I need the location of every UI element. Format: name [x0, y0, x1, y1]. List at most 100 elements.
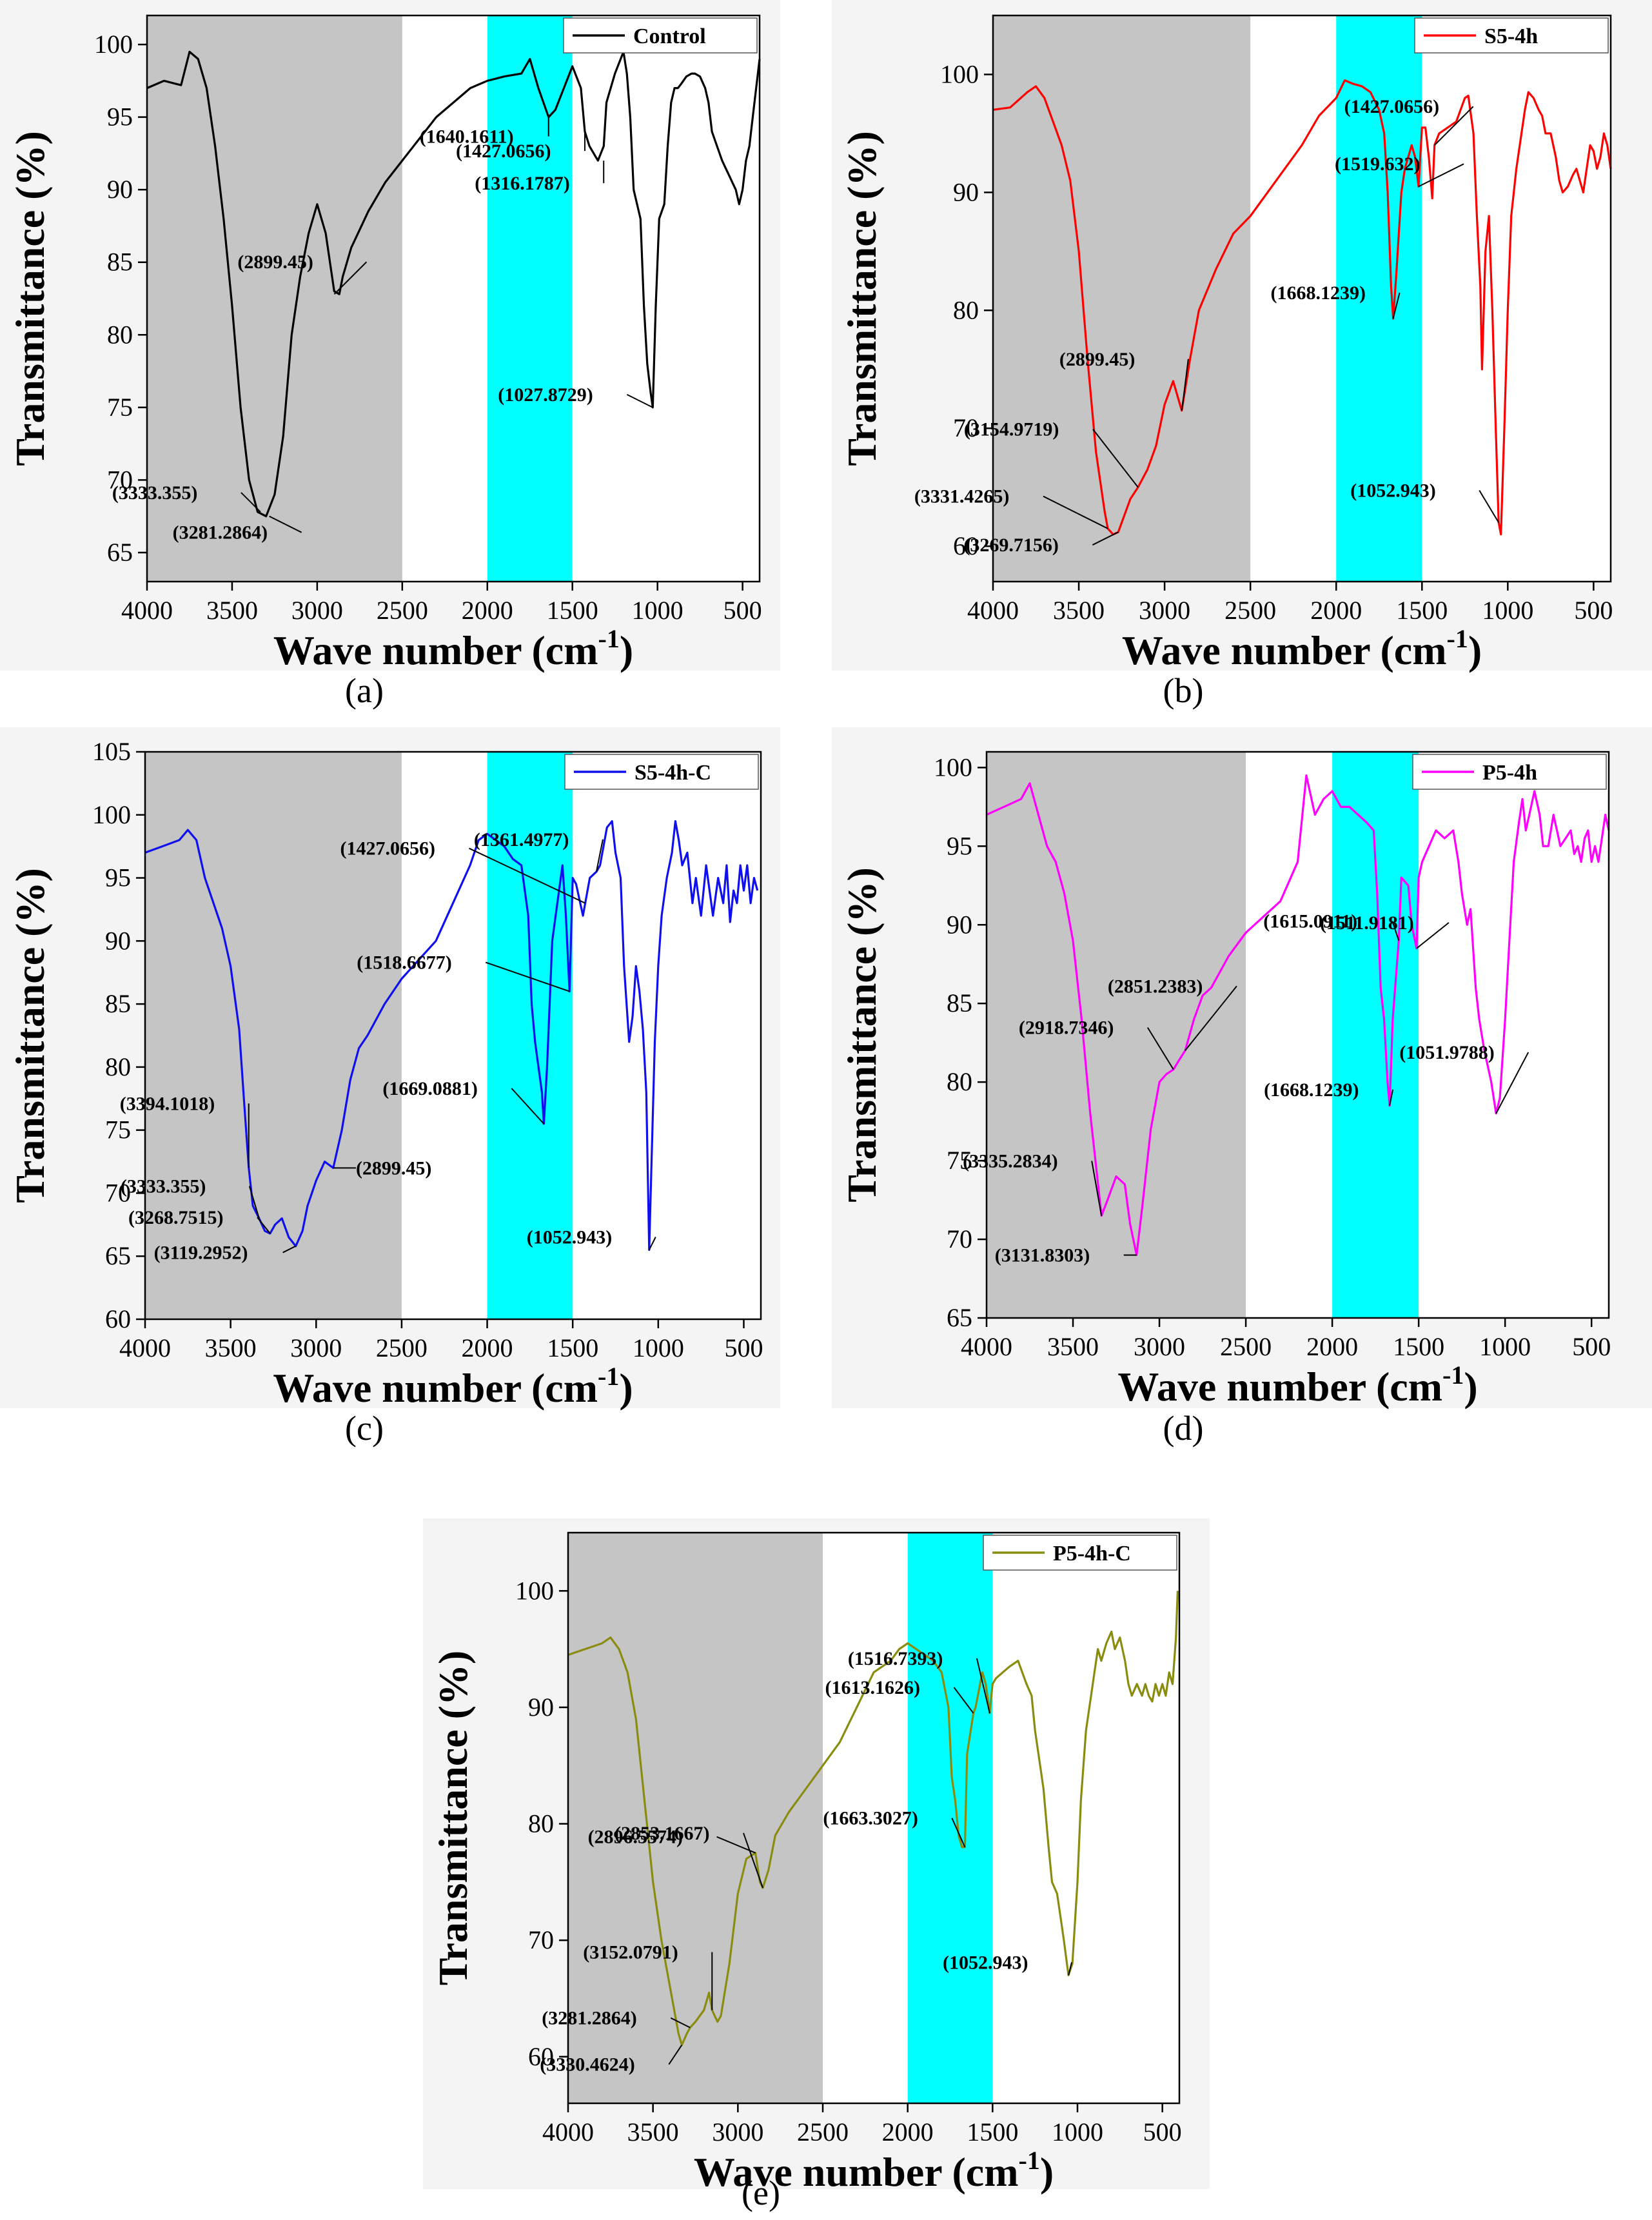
- annotation-leader: [1392, 292, 1401, 319]
- annotation-leader: [1146, 1027, 1174, 1070]
- x-tick-label: 2500: [797, 2117, 849, 2146]
- y-tick-label: 60: [953, 531, 979, 560]
- x-tick-label: 1000: [633, 1333, 684, 1362]
- annotation-label: (1519.632): [1335, 153, 1420, 175]
- annotation-label: (1361.4977): [474, 829, 569, 850]
- y-tick-label: 65: [947, 1303, 972, 1332]
- annotation-leader: [269, 515, 302, 533]
- annotation-leader: [1068, 1962, 1073, 1976]
- y-tick-label: 95: [947, 831, 972, 860]
- annotation-label: (1511.9181): [1320, 912, 1414, 934]
- caption-d: (d): [1163, 1409, 1204, 1448]
- annotation-label: (3335.2834): [963, 1150, 1057, 1172]
- x-axis-label: Wave number (cm-1): [1117, 1360, 1477, 1410]
- axes-frame: [567, 1531, 1181, 2105]
- x-tick-label: 500: [724, 1333, 763, 1362]
- annotation-label: (1427.0656): [456, 141, 551, 162]
- annotation-leader: [1433, 106, 1474, 146]
- caption-e: (e): [742, 2174, 780, 2212]
- annotation-leader: [1043, 495, 1108, 529]
- x-tick-label: 1500: [967, 2117, 1018, 2146]
- y-tick-label: 75: [105, 1115, 131, 1144]
- annotation-label: (1640.1611): [420, 126, 514, 148]
- shaded-region-gray: [145, 752, 402, 1319]
- shaded-region-cyan: [487, 15, 573, 582]
- annotation-label: (3152.0791): [583, 1942, 678, 1963]
- annotation-leader: [511, 1088, 545, 1125]
- annotation-leader: [1389, 1089, 1394, 1106]
- x-tick-label: 3500: [206, 596, 258, 625]
- y-tick-label: 85: [947, 988, 972, 1017]
- annotation-label: (3281.2864): [542, 2008, 636, 2029]
- x-tick-label: 3500: [1047, 1332, 1099, 1361]
- y-axis-label: Transmittance (%): [7, 131, 53, 466]
- annotation-label: (1668.1239): [1271, 282, 1366, 304]
- x-tick-label: 3000: [290, 1333, 342, 1362]
- annotation-label: (3331.4265): [914, 486, 1009, 507]
- chart-svg: 4000 3500 3000 2500 2000 1500 1000 500 65 70 75 80 8…: [832, 727, 1652, 1410]
- annotation-label: (2918.7346): [1019, 1017, 1114, 1039]
- shaded-region-gray: [568, 1533, 823, 2103]
- annotation-leader: [1092, 531, 1119, 546]
- y-tick-label: 105: [92, 737, 131, 766]
- annotation-label: (2853.1667): [615, 1823, 709, 1844]
- annotation-leader: [626, 393, 653, 408]
- y-tick-label: 70: [528, 1925, 554, 1954]
- x-tick-label: 500: [723, 596, 762, 625]
- annotation-leader: [1091, 1161, 1103, 1216]
- chart-panel-e: 4000 3500 3000 2500 2000 1500 1000 500 60 70 80 90 1…: [423, 1518, 1210, 2195]
- caption-a: (a): [345, 671, 384, 710]
- annotation-leader: [485, 961, 570, 992]
- series-line: [567, 1591, 1179, 2047]
- legend-label: P5-4h: [1482, 761, 1537, 785]
- x-tick-label: 3000: [712, 2117, 763, 2146]
- x-tick-label: 4000: [119, 1333, 171, 1362]
- x-tick-label: 3500: [1053, 596, 1105, 625]
- annotation-leader: [1495, 1052, 1529, 1114]
- x-tick-label: 2000: [1310, 596, 1362, 625]
- annotation-label: (3154.9719): [964, 419, 1059, 440]
- y-tick-label: 65: [105, 1241, 131, 1270]
- y-tick-label: 80: [953, 295, 979, 324]
- y-tick-label: 90: [105, 926, 131, 955]
- y-tick-label: 90: [947, 910, 972, 939]
- annotation-label: (1051.9788): [1399, 1042, 1494, 1063]
- y-tick-label: 80: [105, 1052, 131, 1081]
- annotation-label: (1027.8729): [498, 384, 593, 406]
- annotation-leader: [1092, 429, 1139, 488]
- x-axis-label: Wave number (cm-1): [1122, 624, 1482, 673]
- x-tick-label: 2500: [1224, 596, 1276, 625]
- axes-frame: [992, 14, 1612, 583]
- legend-label: Control: [633, 25, 706, 48]
- x-tick-label: 2500: [377, 596, 428, 625]
- annotation-leader: [241, 492, 261, 513]
- annotation-label: (2899.45): [1059, 349, 1135, 370]
- shaded-region-cyan: [487, 752, 573, 1319]
- x-tick-label: 3000: [1139, 596, 1190, 625]
- caption-c: (c): [345, 1409, 384, 1448]
- y-axis-label: Transmittance (%): [839, 867, 885, 1203]
- y-tick-label: 100: [92, 800, 131, 829]
- y-tick-label: 60: [528, 2042, 554, 2071]
- y-tick-label: 90: [528, 1693, 554, 1722]
- axes-frame: [146, 14, 761, 583]
- annotation-label: (1663.3027): [823, 1808, 918, 1829]
- x-tick-label: 1500: [547, 596, 598, 625]
- legend-label: P5-4h-C: [1053, 1542, 1131, 1566]
- series-line: [986, 774, 1610, 1257]
- y-tick-label: 75: [107, 393, 133, 422]
- annotation-label: (3333.355): [121, 1176, 206, 1197]
- y-tick-label: 75: [947, 1146, 972, 1175]
- y-axis-label: Transmittance (%): [430, 1651, 476, 1986]
- annotation-leader: [257, 1217, 271, 1234]
- annotation-label: (1518.6677): [357, 952, 451, 974]
- annotation-label: (1669.0881): [382, 1078, 477, 1099]
- annotation-label: (1052.943): [1350, 480, 1435, 502]
- annotation-label: (2899.45): [356, 1157, 431, 1179]
- annotation-leader: [595, 839, 604, 872]
- x-tick-label: 4000: [542, 2117, 594, 2146]
- annotation-leader: [670, 2017, 691, 2028]
- annotation-label: (1427.0656): [340, 838, 435, 860]
- annotation-leader: [668, 2045, 683, 2065]
- x-axis-label: Wave number (cm-1): [273, 1362, 633, 1411]
